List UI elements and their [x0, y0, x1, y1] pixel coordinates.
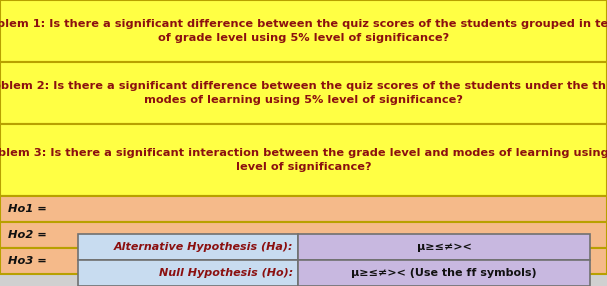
Bar: [0, 248, 607, 274]
Text: Problem 1: Is there a significant difference between the quiz scores of the stud: Problem 1: Is there a significant differ…: [0, 19, 607, 43]
Text: Null Hypothesis (Ho):: Null Hypothesis (Ho):: [159, 268, 293, 278]
Bar: [0, 0, 607, 62]
Text: Ho1 =: Ho1 =: [8, 204, 47, 214]
Bar: [0, 62, 607, 124]
Bar: [0, 124, 607, 196]
Bar: [78, 260, 298, 286]
Bar: [298, 234, 590, 260]
Text: μ≥≤≠><: μ≥≤≠><: [416, 242, 472, 252]
Text: Ho2 =: Ho2 =: [8, 230, 47, 240]
Bar: [0, 222, 607, 248]
Text: Problem 3: Is there a significant interaction between the grade level and modes : Problem 3: Is there a significant intera…: [0, 148, 607, 172]
Text: Ho3 =: Ho3 =: [8, 256, 47, 266]
Text: μ≥≤≠>< (Use the ff symbols): μ≥≤≠>< (Use the ff symbols): [351, 268, 537, 278]
Bar: [0, 196, 607, 222]
Text: Alternative Hypothesis (Ha):: Alternative Hypothesis (Ha):: [114, 242, 293, 252]
Bar: [78, 234, 298, 260]
Bar: [298, 260, 590, 286]
Text: Problem 2: Is there a significant difference between the quiz scores of the stud: Problem 2: Is there a significant differ…: [0, 82, 607, 105]
